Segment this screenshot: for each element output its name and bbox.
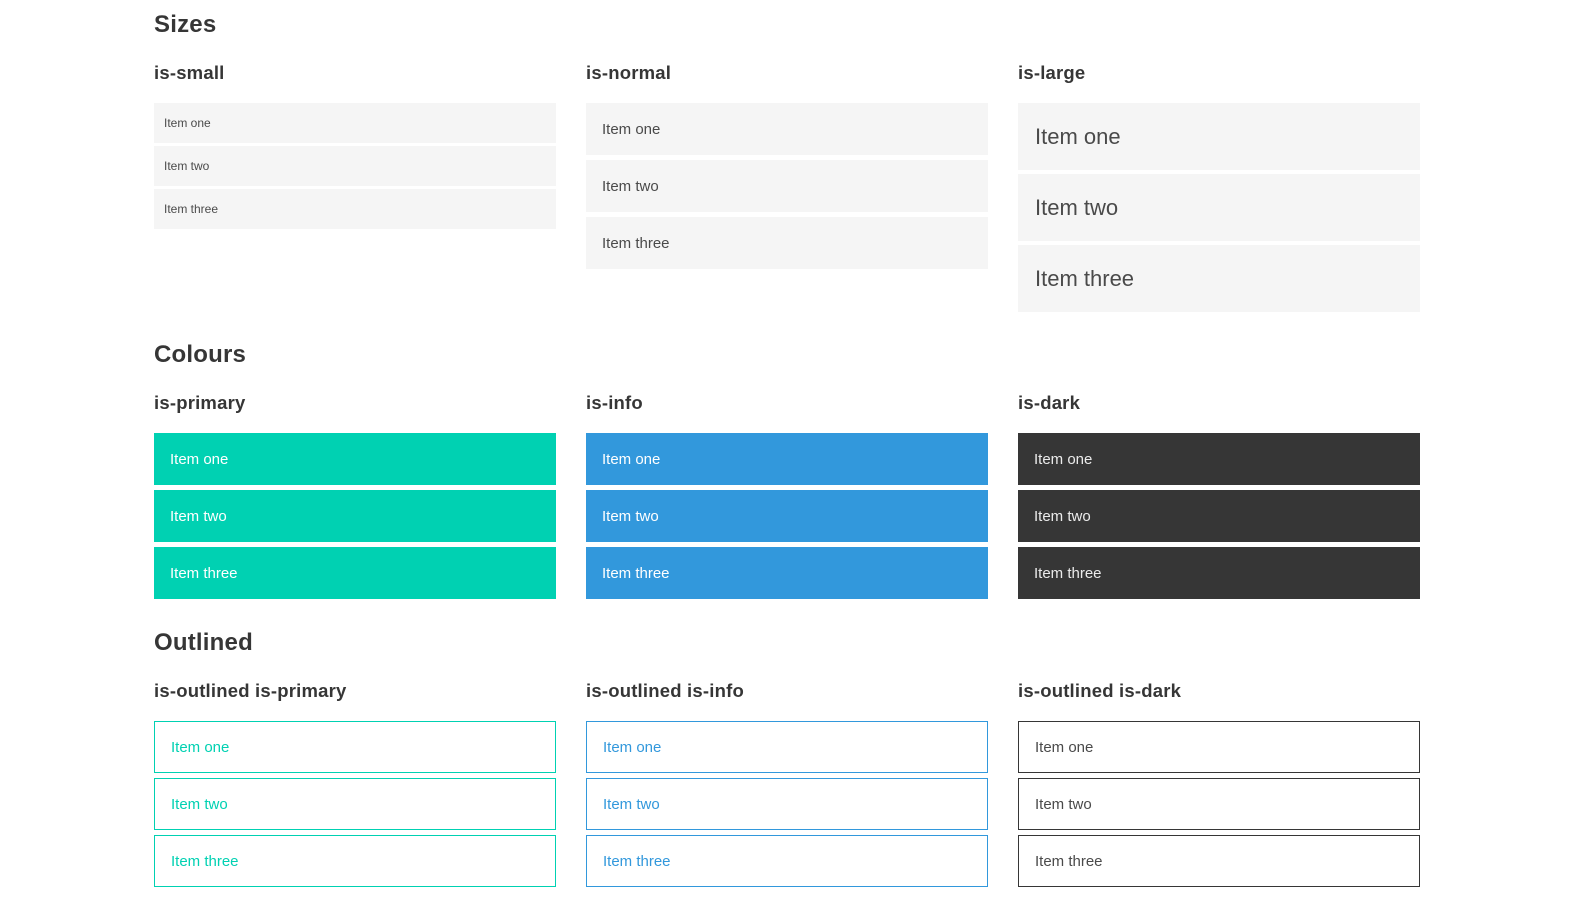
- section-colours: Colours is-primary Item one Item two Ite…: [154, 340, 1420, 604]
- sizes-columns: is-small Item one Item two Item three is…: [154, 61, 1420, 316]
- list-item[interactable]: Item three: [586, 217, 988, 269]
- list-item[interactable]: Item three: [586, 547, 988, 599]
- group-is-small: is-small Item one Item two Item three: [154, 61, 556, 232]
- list-item[interactable]: Item three: [1018, 547, 1420, 599]
- colours-columns: is-primary Item one Item two Item three …: [154, 391, 1420, 604]
- list-item[interactable]: Item two: [586, 490, 988, 542]
- list-item[interactable]: Item two: [1018, 778, 1420, 830]
- list-item[interactable]: Item two: [586, 160, 988, 212]
- item-list: Item one Item two Item three: [586, 433, 988, 599]
- list-item[interactable]: Item two: [586, 778, 988, 830]
- list-item[interactable]: Item one: [1018, 103, 1420, 170]
- group-label: is-outlined is-dark: [1018, 680, 1182, 701]
- group-label: is-primary: [154, 392, 246, 413]
- item-list: Item one Item two Item three: [154, 103, 556, 229]
- list-item[interactable]: Item two: [154, 778, 556, 830]
- list-item[interactable]: Item two: [154, 146, 556, 186]
- outlined-columns: is-outlined is-primary Item one Item two…: [154, 679, 1420, 892]
- list-item[interactable]: Item two: [154, 490, 556, 542]
- group-label: is-large: [1018, 62, 1086, 83]
- section-outlined: Outlined is-outlined is-primary Item one…: [154, 628, 1420, 892]
- section-sizes: Sizes is-small Item one Item two Item th…: [154, 10, 1420, 316]
- list-item[interactable]: Item three: [586, 835, 988, 887]
- item-list: Item one Item two Item three: [154, 433, 556, 599]
- item-list: Item one Item two Item three: [586, 721, 988, 887]
- item-list: Item one Item two Item three: [1018, 721, 1420, 887]
- group-is-primary: is-primary Item one Item two Item three: [154, 391, 556, 604]
- list-item[interactable]: Item one: [1018, 721, 1420, 773]
- list-item[interactable]: Item one: [586, 433, 988, 485]
- group-is-large: is-large Item one Item two Item three: [1018, 61, 1420, 316]
- group-label: is-outlined is-info: [586, 680, 744, 701]
- item-list: Item one Item two Item three: [154, 721, 556, 887]
- list-item[interactable]: Item one: [154, 721, 556, 773]
- list-item[interactable]: Item three: [1018, 835, 1420, 887]
- group-label: is-dark: [1018, 392, 1081, 413]
- list-item[interactable]: Item one: [1018, 433, 1420, 485]
- list-item[interactable]: Item one: [586, 721, 988, 773]
- group-label: is-info: [586, 392, 643, 413]
- list-item[interactable]: Item two: [1018, 490, 1420, 542]
- list-item[interactable]: Item one: [586, 103, 988, 155]
- group-is-outlined-is-info: is-outlined is-info Item one Item two It…: [586, 679, 988, 892]
- list-item[interactable]: Item three: [1018, 245, 1420, 312]
- item-list: Item one Item two Item three: [1018, 433, 1420, 599]
- section-title: Outlined: [154, 629, 253, 656]
- group-is-dark: is-dark Item one Item two Item three: [1018, 391, 1420, 604]
- section-title: Colours: [154, 341, 247, 368]
- group-is-info: is-info Item one Item two Item three: [586, 391, 988, 604]
- list-item[interactable]: Item three: [154, 189, 556, 229]
- group-label: is-outlined is-primary: [154, 680, 347, 701]
- item-list: Item one Item two Item three: [586, 103, 988, 269]
- group-is-normal: is-normal Item one Item two Item three: [586, 61, 988, 274]
- list-item[interactable]: Item two: [1018, 174, 1420, 241]
- list-item[interactable]: Item one: [154, 103, 556, 143]
- section-title: Sizes: [154, 11, 217, 38]
- group-is-outlined-is-dark: is-outlined is-dark Item one Item two It…: [1018, 679, 1420, 892]
- list-item[interactable]: Item one: [154, 433, 556, 485]
- list-item[interactable]: Item three: [154, 547, 556, 599]
- group-is-outlined-is-primary: is-outlined is-primary Item one Item two…: [154, 679, 556, 892]
- group-label: is-small: [154, 62, 225, 83]
- item-list: Item one Item two Item three: [1018, 103, 1420, 312]
- list-item[interactable]: Item three: [154, 835, 556, 887]
- group-label: is-normal: [586, 62, 672, 83]
